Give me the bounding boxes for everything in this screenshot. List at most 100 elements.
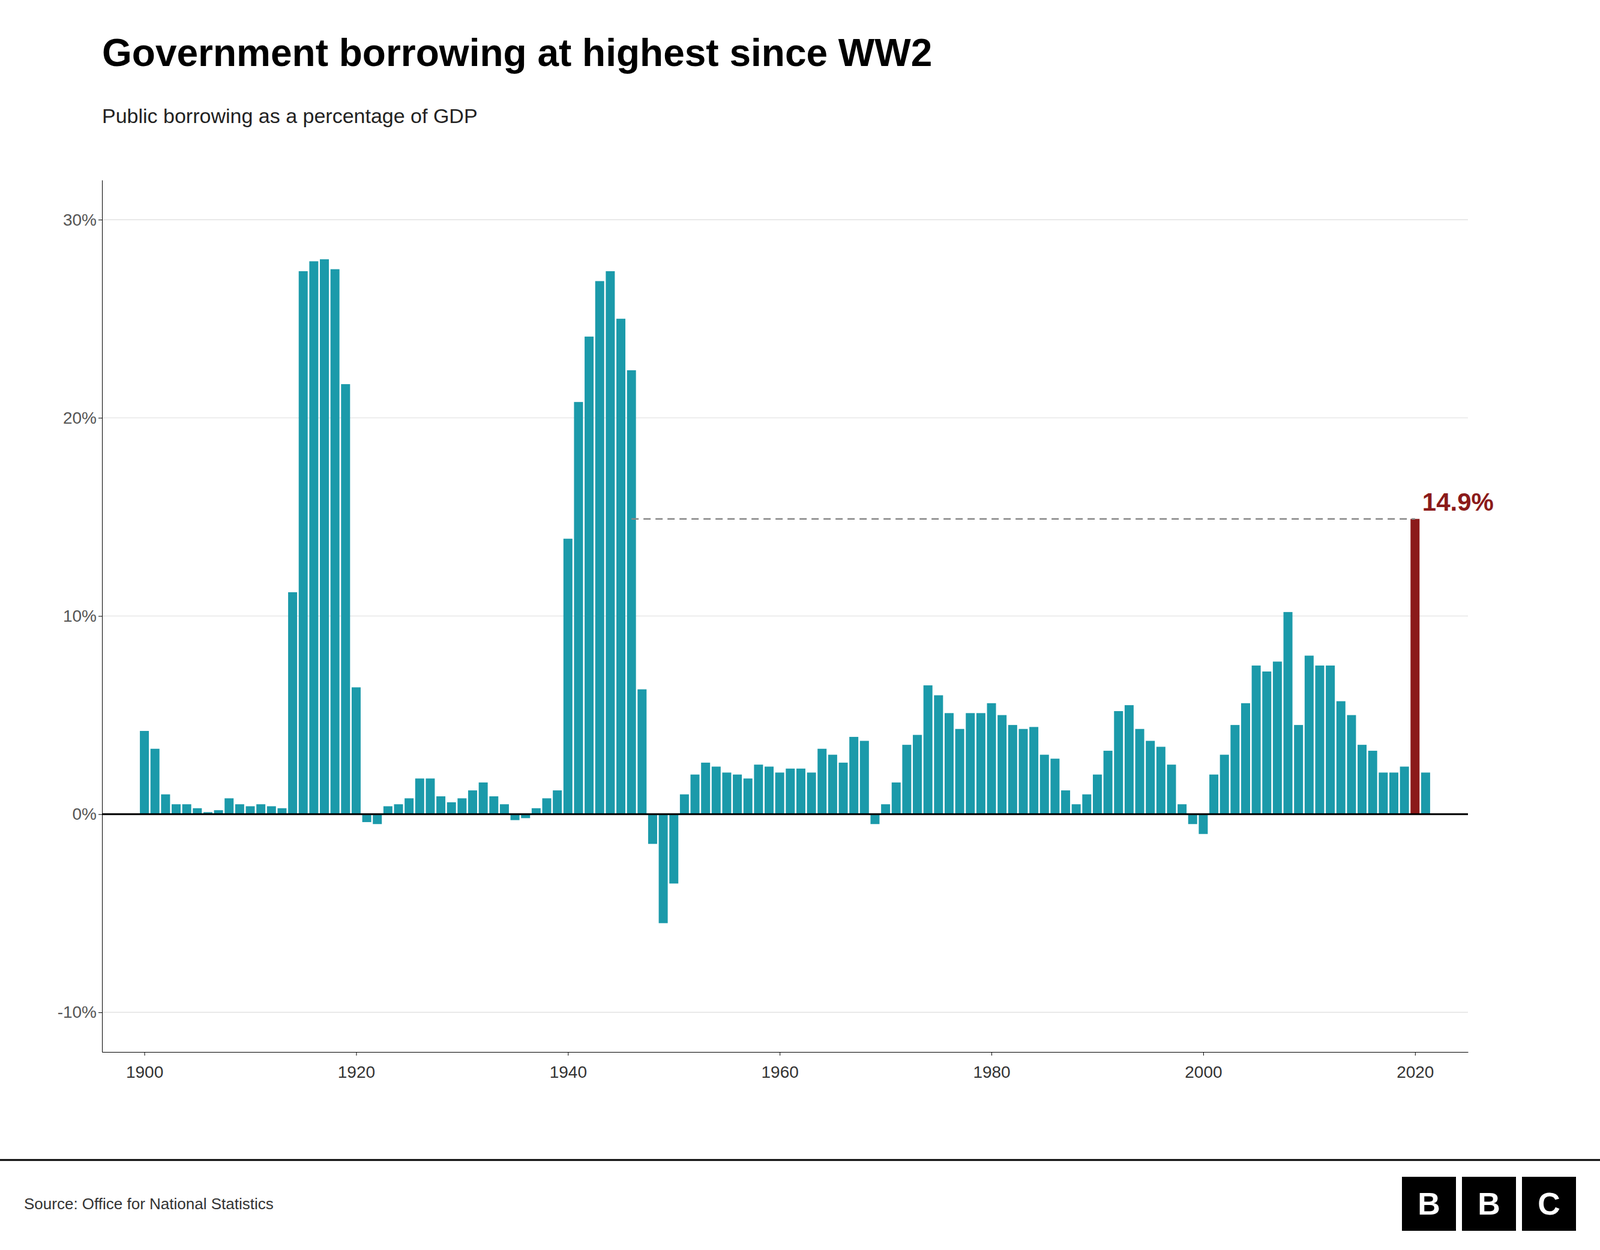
grid-line (102, 813, 1468, 815)
logo: BBC (1401, 1176, 1576, 1231)
bar (870, 814, 880, 825)
bar (902, 744, 912, 815)
marks (102, 259, 1468, 924)
bar (658, 814, 668, 924)
bar (1368, 750, 1378, 815)
bar (383, 806, 393, 815)
bar (1166, 764, 1176, 815)
bar (1103, 750, 1113, 815)
bar (425, 778, 435, 814)
x-tick: 1980 (972, 1052, 1011, 1082)
bar (1378, 772, 1388, 814)
annotation: 14.9% (1422, 487, 1494, 517)
x-tick-label: 2020 (1396, 1062, 1434, 1082)
bar (319, 259, 329, 815)
x-tick: 1920 (337, 1052, 376, 1082)
bar (721, 772, 731, 814)
y-tick-mark (98, 814, 103, 816)
bar (732, 774, 742, 815)
bar (1135, 729, 1145, 815)
x-tick-label: 1920 (337, 1062, 376, 1082)
bar (415, 778, 425, 814)
plot: 1900192019401960198020002020-10%0%10%20%… (57, 180, 1494, 1082)
bar (436, 796, 446, 815)
bar (605, 271, 615, 815)
y-tick-mark (98, 616, 103, 617)
bar (160, 794, 170, 815)
bar (976, 712, 986, 814)
bar (1029, 726, 1039, 814)
bar (933, 695, 943, 815)
bar (1198, 814, 1208, 835)
bar (743, 778, 753, 814)
title: Government borrowing at highest since WW… (102, 31, 933, 75)
footer-rule (0, 1159, 1600, 1162)
y-tick-mark (98, 219, 103, 221)
bar (171, 804, 181, 815)
chart: Government borrowing at highest since WW… (0, 0, 1600, 1250)
bar (246, 806, 256, 815)
bar (965, 712, 975, 814)
bar (753, 764, 763, 815)
bar (1325, 665, 1335, 815)
y-tick-label: 0% (72, 804, 97, 824)
bar (1283, 612, 1293, 815)
zero-baseline (102, 813, 1468, 816)
bar (1092, 774, 1102, 815)
bar (1251, 665, 1261, 815)
bar (372, 814, 382, 825)
bar (860, 741, 870, 815)
bar (997, 715, 1007, 815)
bar (711, 766, 721, 814)
bar (1262, 671, 1272, 815)
bar (648, 814, 658, 845)
y-tick: -10% (57, 1002, 103, 1022)
x-tick-label: 1980 (972, 1062, 1011, 1082)
bar (849, 736, 859, 815)
bar (955, 729, 965, 815)
bar (256, 804, 266, 815)
bar (1357, 744, 1367, 815)
bar (828, 754, 838, 815)
bar (627, 370, 637, 815)
x-tick-mark (144, 1052, 146, 1056)
bar (1040, 754, 1050, 815)
y-tick: 20% (63, 408, 103, 428)
bar (1145, 741, 1155, 815)
x-tick-mark (1415, 1052, 1416, 1056)
bar (1188, 814, 1198, 825)
bar (595, 280, 605, 814)
bar (912, 735, 922, 815)
bar (944, 712, 954, 814)
bar (1124, 705, 1134, 815)
bar (288, 592, 298, 815)
x-tick-mark (1203, 1052, 1204, 1056)
bar (785, 768, 795, 815)
x-tick-label: 2000 (1184, 1062, 1222, 1082)
bar (669, 814, 679, 885)
logo-text: BBC (1417, 1186, 1561, 1222)
bar (1018, 729, 1028, 815)
bar (1314, 665, 1324, 815)
bar (1061, 790, 1071, 815)
bar (224, 798, 234, 814)
bar (891, 782, 901, 815)
bar (1336, 700, 1346, 814)
y-tick-mark (98, 1012, 103, 1014)
bar (330, 269, 340, 815)
bar (1230, 724, 1240, 815)
bar (1071, 804, 1081, 815)
bar (796, 768, 806, 815)
bar (679, 794, 689, 815)
bar (447, 802, 457, 815)
bar (987, 703, 997, 815)
bar (817, 748, 827, 815)
bar (1241, 703, 1251, 815)
x-axis: 1900192019401960198020002020 (102, 1052, 1469, 1082)
bar (584, 336, 594, 815)
x-axis-line (102, 1052, 1469, 1053)
bar (478, 782, 488, 815)
bar (1177, 804, 1187, 815)
bar (881, 804, 891, 815)
bar (1050, 758, 1060, 814)
